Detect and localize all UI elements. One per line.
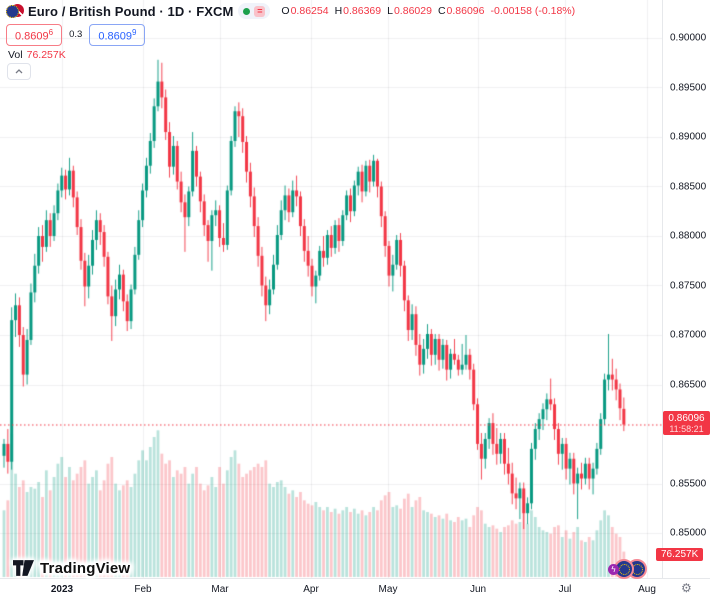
tradingview-mark-icon: [13, 560, 34, 576]
open-label: O: [281, 5, 290, 17]
tradingview-logo[interactable]: TradingView: [13, 559, 130, 577]
tradingview-logo-text: TradingView: [40, 559, 131, 577]
volume-value: 76.257K: [26, 49, 66, 61]
low-label: L: [387, 5, 393, 17]
time-axis[interactable]: 2023 Feb Mar Apr May Jun Jul Aug: [0, 578, 710, 601]
time-tick-label: Jul: [558, 584, 572, 595]
price-tick-label: 0.89000: [670, 131, 707, 143]
time-tick-label: Apr: [303, 584, 319, 595]
last-volume-badge: 76.257K: [656, 547, 704, 561]
ask-button[interactable]: 0.86099: [89, 24, 146, 46]
low-value: 0.86029: [393, 5, 432, 17]
chevron-up-icon: [15, 69, 23, 74]
price-tick-label: 0.88000: [670, 230, 707, 242]
last-price-badge: 0.86096 11:58:21: [663, 411, 710, 436]
market-open-dot-icon: [243, 7, 251, 15]
equals-icon: =: [254, 5, 266, 17]
close-value: 0.86096: [446, 5, 485, 17]
price-tick-label: 0.89500: [670, 82, 707, 93]
price-tick-label: 0.87000: [670, 329, 707, 341]
price-axis[interactable]: 0.90000 0.89500 0.89000 0.88500 0.88000 0.875…: [662, 0, 710, 578]
time-tick-label: May: [378, 584, 398, 595]
event-markers[interactable]: ϟ: [608, 558, 648, 580]
time-tick-label: Jun: [469, 584, 487, 595]
price-tick-label: 0.90000: [670, 32, 707, 44]
price-tick-label: 0.88500: [670, 181, 707, 192]
lightning-event-icon[interactable]: ϟ: [608, 564, 619, 575]
open-value: 0.86254: [290, 5, 329, 17]
price-tick-label: 0.86500: [670, 379, 707, 390]
axis-settings-gear-icon[interactable]: ⚙: [681, 581, 692, 595]
ohlc-readout: O0.86254 H0.86369 L0.86029 C0.86096 -0.0…: [281, 5, 575, 17]
symbol-flags-icon: [6, 3, 24, 19]
symbol-legend[interactable]: Euro / British Pound · 1D · FXCM = O0.86…: [6, 3, 575, 19]
high-value: 0.86369: [343, 5, 382, 17]
price-tick-label: 0.87500: [670, 280, 707, 291]
high-label: H: [334, 5, 343, 17]
bid-ask-row: 0.86096 0.3 0.86099: [6, 24, 146, 46]
time-tick-label: 2023: [50, 584, 74, 595]
eu-flag-event-icon[interactable]: [614, 559, 634, 579]
legend-status-pill[interactable]: =: [238, 3, 271, 19]
time-tick-label: Mar: [211, 584, 229, 595]
bid-button[interactable]: 0.86096: [6, 24, 63, 46]
close-label: C: [437, 5, 446, 17]
symbol-title[interactable]: Euro / British Pound · 1D · FXCM: [28, 3, 234, 19]
price-tick-label: 0.85500: [670, 478, 707, 489]
price-tick-label: 0.85000: [670, 527, 707, 539]
time-tick-label: Feb: [134, 584, 152, 595]
volume-readout: Vol 76.257K: [8, 49, 66, 61]
spread-value: 0.3: [69, 29, 83, 41]
last-price-time: 11:58:21: [669, 424, 704, 435]
volume-label: Vol: [8, 49, 23, 61]
time-tick-label: Aug: [638, 584, 656, 595]
last-price-value: 0.86096: [668, 413, 705, 425]
collapse-legend-button[interactable]: [7, 63, 31, 80]
change-value: -0.00158 (-0.18%): [490, 5, 576, 17]
